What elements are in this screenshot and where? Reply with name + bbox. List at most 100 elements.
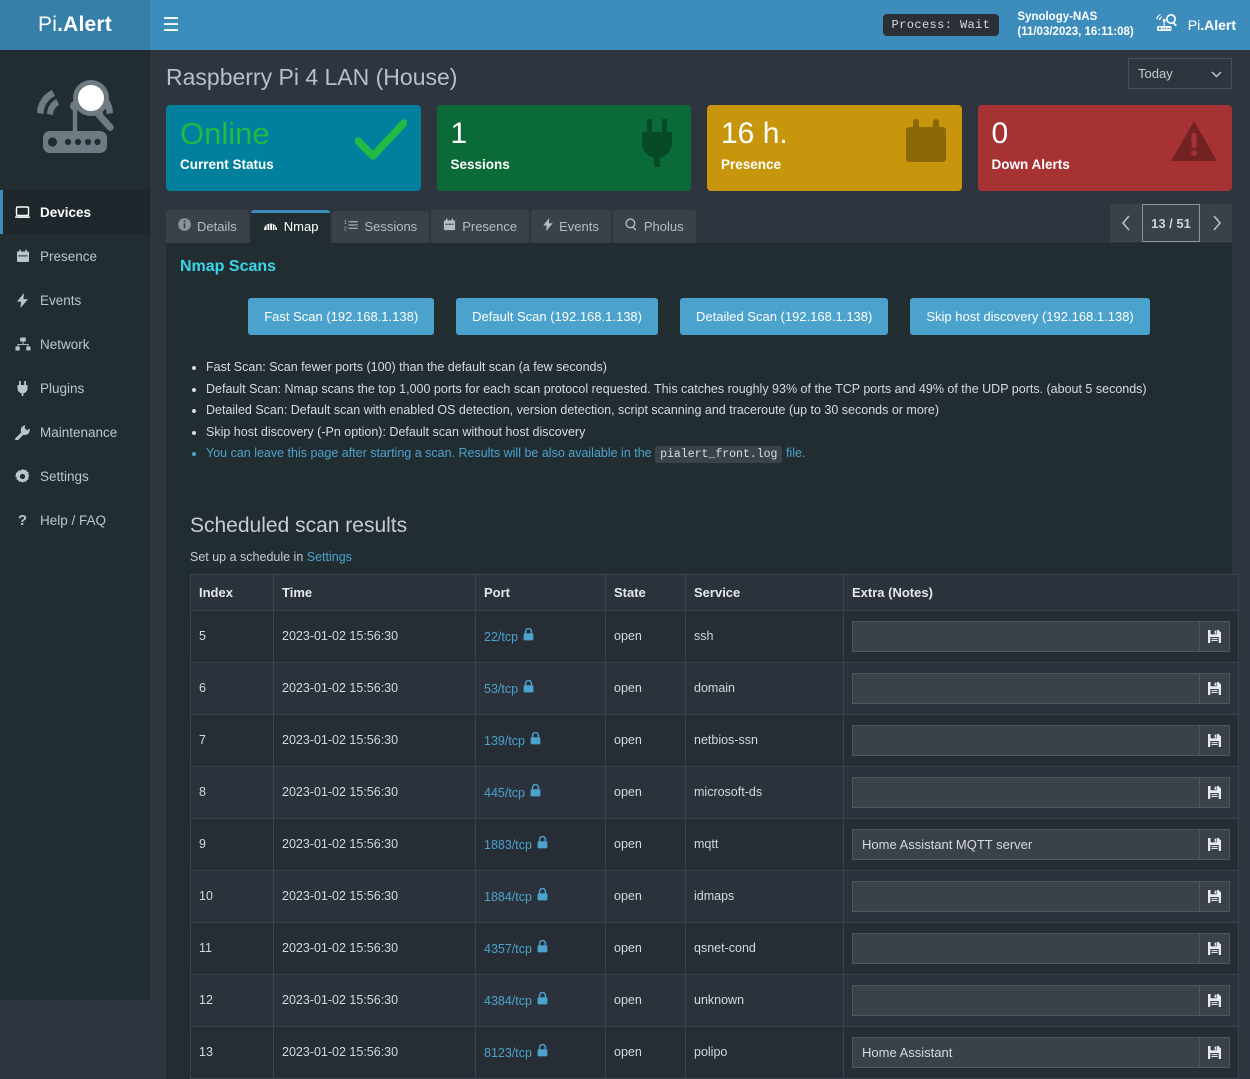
column-header-service[interactable]: Service — [685, 573, 844, 611]
save-icon[interactable] — [1199, 880, 1230, 912]
tab-label: Events — [559, 218, 599, 234]
default-scan-button[interactable]: Default Scan (192.168.1.138) — [456, 298, 658, 335]
stat-down-alerts[interactable]: 0 Down Alerts — [977, 105, 1232, 191]
save-icon[interactable] — [1199, 724, 1230, 756]
sidebar-item-label: Plugins — [40, 380, 85, 396]
cell-port: 8123/tcp — [475, 1025, 606, 1079]
detailed-scan-button[interactable]: Detailed Scan (192.168.1.138) — [680, 298, 889, 335]
tab-pholus[interactable]: Pholus — [612, 210, 696, 243]
sidebar-item-label: Devices — [40, 204, 92, 220]
notes-input[interactable] — [852, 1036, 1199, 1068]
user-menu[interactable]: Pi.Alert — [1154, 13, 1236, 38]
sidebar-item-network[interactable]: Network — [0, 322, 150, 366]
stat-label: Current Status — [180, 157, 274, 172]
chevron-right-icon[interactable] — [1200, 204, 1232, 242]
lock-icon — [523, 627, 534, 644]
port-link[interactable]: 53/tcp — [484, 682, 519, 696]
sidebar-item-maintenance[interactable]: Maintenance — [0, 410, 150, 454]
port-link[interactable]: 4384/tcp — [484, 994, 532, 1008]
save-icon[interactable] — [1199, 984, 1230, 1016]
save-icon[interactable] — [1199, 828, 1230, 860]
column-header-port[interactable]: Port — [475, 573, 606, 611]
skip-host-discovery-button[interactable]: Skip host discovery (192.168.1.138) — [910, 298, 1150, 335]
cell-state: open — [605, 921, 686, 975]
sidebar-item-events[interactable]: Events — [0, 278, 150, 322]
notes-input[interactable] — [852, 880, 1199, 912]
info-icon — [178, 218, 191, 234]
notes-input[interactable] — [852, 724, 1199, 756]
cell-state: open — [605, 973, 686, 1027]
port-link[interactable]: 1884/tcp — [484, 890, 532, 904]
lock-icon — [537, 1043, 548, 1060]
tab-presence[interactable]: Presence — [431, 210, 530, 243]
sidebar-item-settings[interactable]: Settings — [0, 454, 150, 498]
cell-port: 22/tcp — [475, 609, 606, 663]
log-note-pre: You can leave this page after starting a… — [206, 446, 652, 460]
chevron-left-icon[interactable] — [1110, 204, 1142, 242]
cell-state: open — [605, 765, 686, 819]
notes-input[interactable] — [852, 984, 1199, 1016]
port-link[interactable]: 4357/tcp — [484, 942, 532, 956]
log-file-name: pialert_front.log — [655, 446, 783, 463]
cell-state: open — [605, 1025, 686, 1079]
lock-icon — [530, 783, 541, 800]
sidebar-item-presence[interactable]: Presence — [0, 234, 150, 278]
app-logo[interactable]: Pi .Alert — [0, 0, 150, 50]
svg-text:1: 1 — [344, 220, 347, 226]
period-select[interactable]: Today — [1128, 58, 1232, 89]
port-link[interactable]: 1883/tcp — [484, 838, 532, 852]
stat-presence[interactable]: 16 h. Presence — [707, 105, 962, 191]
fast-scan-button[interactable]: Fast Scan (192.168.1.138) — [248, 298, 435, 335]
sidebar-item-plugins[interactable]: Plugins — [0, 366, 150, 410]
notes-field-group — [852, 1036, 1230, 1068]
scheduled-results-title: Scheduled scan results — [190, 513, 408, 537]
sidebar-item-devices[interactable]: Devices — [0, 190, 150, 234]
column-header-index[interactable]: Index — [190, 573, 274, 611]
warning-icon — [1170, 119, 1218, 168]
cell-index: 7 — [190, 713, 274, 767]
port-link[interactable]: 8123/tcp — [484, 1046, 532, 1060]
save-icon[interactable] — [1199, 1036, 1230, 1068]
cell-time: 2023-01-02 15:56:30 — [273, 609, 476, 663]
cell-service: idmaps — [685, 869, 844, 923]
stat-current-status[interactable]: Online Current Status — [166, 105, 421, 191]
save-icon[interactable] — [1199, 776, 1230, 808]
stat-value: Online — [180, 116, 270, 151]
tab-label: Sessions — [364, 219, 418, 234]
port-link[interactable]: 22/tcp — [484, 630, 519, 644]
port-link[interactable]: 445/tcp — [484, 786, 526, 800]
save-icon[interactable] — [1199, 932, 1230, 964]
tab-details[interactable]: Details — [166, 210, 249, 243]
tab-nmap[interactable]: Nmap — [250, 210, 331, 243]
tab-events[interactable]: Events — [531, 210, 611, 243]
column-header-state[interactable]: State — [605, 573, 686, 611]
stat-sessions[interactable]: 1 Sessions — [436, 105, 691, 191]
notes-field-group — [852, 828, 1230, 860]
settings-link[interactable]: Settings — [306, 549, 352, 564]
scan-notes-list: Fast Scan: Scan fewer ports (100) than t… — [180, 343, 1218, 472]
column-header-time[interactable]: Time — [273, 573, 476, 611]
stat-label: Down Alerts — [991, 157, 1070, 172]
port-link[interactable]: 139/tcp — [484, 734, 526, 748]
notes-input[interactable] — [852, 828, 1199, 860]
bolt-icon — [543, 218, 553, 234]
notes-input[interactable] — [852, 932, 1199, 964]
notes-input[interactable] — [852, 776, 1199, 808]
cell-time: 2023-01-02 15:56:30 — [273, 1025, 476, 1079]
column-header-extra[interactable]: Extra (Notes) — [843, 573, 1239, 611]
main-content: Raspberry Pi 4 LAN (House) Today Online … — [150, 50, 1250, 1079]
save-icon[interactable] — [1199, 672, 1230, 704]
plug-icon — [637, 119, 677, 172]
save-icon[interactable] — [1199, 620, 1230, 652]
hamburger-icon[interactable]: ☰ — [162, 14, 180, 36]
stat-label: Presence — [721, 157, 782, 172]
calendar-icon — [443, 218, 456, 234]
notes-input[interactable] — [852, 672, 1199, 704]
pager-count[interactable]: 13 / 51 — [1142, 204, 1200, 242]
scan-note-log-link[interactable]: You can leave this page after starting a… — [206, 443, 1218, 466]
app-logo-light: Pi — [38, 13, 58, 36]
notes-input[interactable] — [852, 620, 1199, 652]
sidebar-item-help-faq[interactable]: ? Help / FAQ — [0, 498, 150, 542]
